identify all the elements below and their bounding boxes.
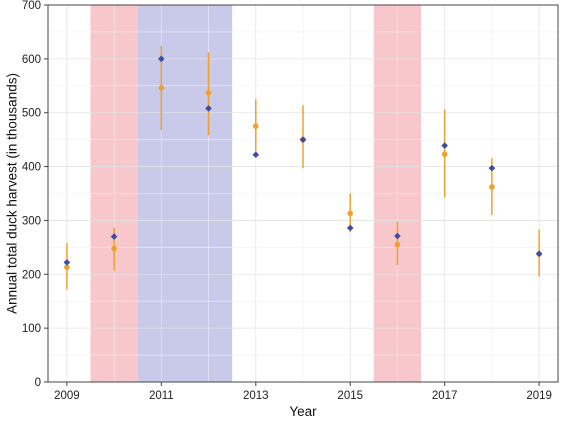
- circle-point: [252, 123, 259, 129]
- x-tick-label: 2009: [54, 390, 80, 402]
- y-tick-label: 500: [22, 108, 41, 120]
- x-tick-label: 2015: [337, 390, 363, 402]
- circle-point: [158, 85, 165, 91]
- circle-point: [205, 89, 212, 96]
- plot-frame: [47, 4, 559, 383]
- circle-point: [441, 151, 448, 157]
- diamond-point: [441, 142, 448, 149]
- diamond-point: [205, 105, 212, 112]
- diamond-point: [252, 151, 260, 159]
- circle-point: [394, 241, 401, 248]
- x-axis-title: Year: [289, 404, 317, 419]
- y-tick-label: 0: [35, 377, 41, 389]
- x-axis-ticks: 2009 2011 2013 2015 2017 2019: [54, 382, 552, 402]
- diamond-point: [299, 136, 307, 143]
- y-axis-title: Annual total duck harvest (in thousands): [5, 73, 20, 314]
- y-tick-label: 100: [22, 323, 41, 335]
- x-tick-label: 2011: [149, 390, 174, 402]
- x-tick-label: 2019: [526, 390, 552, 402]
- circle-point: [489, 184, 495, 190]
- y-tick-label: 400: [22, 162, 41, 174]
- y-tick-label: 200: [22, 269, 41, 281]
- data-points: [63, 55, 543, 271]
- circle-point: [64, 264, 70, 271]
- y-tick-label: 300: [22, 215, 41, 227]
- circle-point: [111, 245, 117, 252]
- diamond-point: [110, 233, 118, 240]
- circle-point: [347, 210, 354, 217]
- diamond-point: [63, 259, 71, 266]
- y-tick-label: 600: [22, 54, 41, 66]
- y-tick-label: 700: [22, 0, 41, 12]
- diamond-point: [394, 232, 401, 240]
- diamond-point: [535, 250, 543, 258]
- y-axis-ticks: 0 100 200 300 400 500 600 700: [22, 0, 48, 389]
- diamond-point: [346, 224, 354, 232]
- x-tick-label: 2017: [432, 390, 458, 402]
- x-tick-label: 2013: [243, 390, 269, 402]
- diamond-point: [488, 164, 496, 172]
- diamond-point: [158, 55, 165, 63]
